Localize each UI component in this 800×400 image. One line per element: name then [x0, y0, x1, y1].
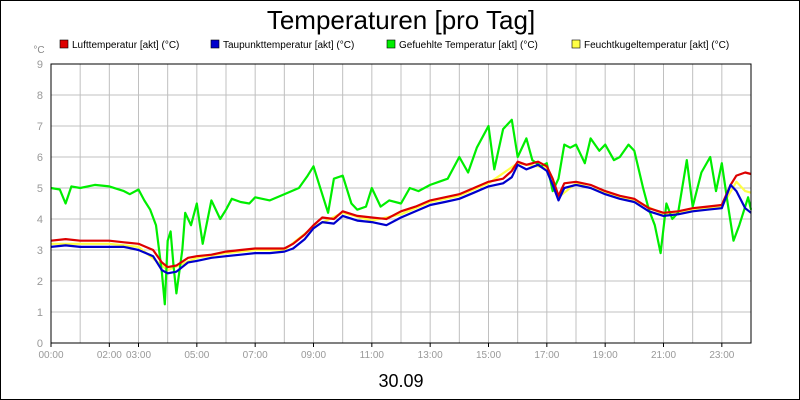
y-tick-label: 3 — [37, 245, 43, 257]
legend-swatch-lufttemperatur — [59, 39, 69, 49]
series-line-gefuehlte-temperatur — [50, 118, 753, 306]
date-label: 30.09 — [378, 371, 423, 391]
x-tick-label: 09:00 — [301, 350, 326, 361]
data-series — [50, 118, 753, 306]
x-tick-label: 03:00 — [126, 350, 151, 361]
series-line-lufttemperatur — [50, 160, 752, 269]
x-tick-label: 00:00 — [38, 350, 63, 361]
x-tick-label: 15:00 — [476, 350, 501, 361]
legend-swatch-feuchtkugeltemperatur — [571, 39, 581, 49]
plot-border — [50, 63, 752, 344]
x-tick-label: 13:00 — [418, 350, 443, 361]
y-tick-label: 2 — [37, 276, 43, 288]
y-tick-label: 6 — [37, 152, 43, 164]
y-axis-unit-label: °C — [33, 45, 44, 56]
y-tick-label: 0 — [37, 338, 43, 350]
y-tick-label: 9 — [37, 59, 43, 71]
y-tick-label: 1 — [37, 307, 43, 319]
x-tick-label: 05:00 — [184, 350, 209, 361]
legend-label-taupunkttemperatur: Taupunkttemperatur [akt] (°C) — [223, 40, 354, 51]
y-tick-label: 8 — [37, 90, 43, 102]
series-line-taupunkttemperatur — [50, 163, 752, 275]
x-tick-label: 02:00 — [97, 350, 122, 361]
x-tick-label: 11:00 — [360, 350, 385, 361]
legend-swatch-gefuehlte-temperatur — [386, 39, 396, 49]
legend-label-feuchtkugeltemperatur: Feuchtkugeltemperatur [akt] (°C) — [584, 40, 729, 51]
legend-label-lufttemperatur: Lufttemperatur [akt] (°C) — [72, 40, 179, 51]
x-axis-ticks: 00:00 02:00 03:00 05:00 07:00 09:00 11:00 13:00… — [38, 343, 735, 361]
x-tick-label: 19:00 — [593, 350, 618, 361]
x-tick-label: 17:00 — [534, 350, 559, 361]
y-tick-label: 7 — [37, 121, 43, 133]
chart-legend: Lufttemperatur [akt] (°C) Taupunkttemper… — [59, 39, 729, 51]
y-tick-label: 5 — [37, 183, 43, 195]
y-tick-label: 4 — [37, 214, 43, 226]
chart-title: Temperaturen [pro Tag] — [267, 5, 535, 35]
legend-label-gefuehlte-temperatur: Gefuehlte Temperatur [akt] (°C) — [399, 40, 538, 51]
legend-swatch-taupunkttemperatur — [210, 39, 220, 49]
x-tick-label: 07:00 — [243, 350, 268, 361]
x-tick-label: 21:00 — [651, 350, 676, 361]
y-axis-ticks: 0 1 2 3 4 5 6 7 8 9 — [37, 59, 43, 350]
x-tick-label: 23:00 — [709, 350, 734, 361]
